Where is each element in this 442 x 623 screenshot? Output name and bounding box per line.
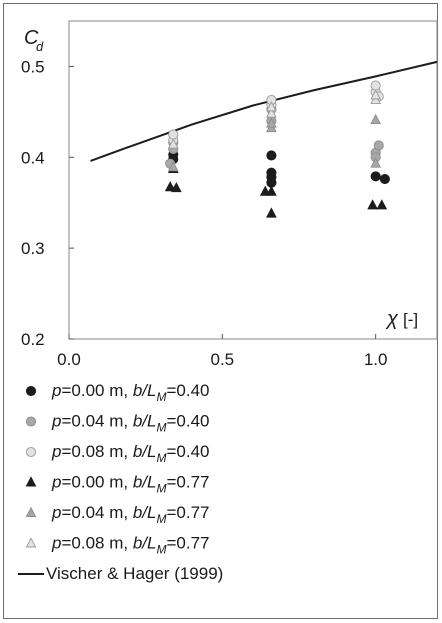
y-axis-subscript: d xyxy=(36,39,44,54)
legend-item: p=0.04 m, b/LM=0.40 xyxy=(25,412,209,435)
legend-label: p=0.04 m, b/LM=0.40 xyxy=(51,412,209,435)
x-tick-label: 0.0 xyxy=(57,350,81,369)
data-point-series-4 xyxy=(164,181,176,192)
x-axis-label: χ [-] xyxy=(385,308,418,330)
legend-marker xyxy=(25,416,37,427)
y-tick-label: 0.5 xyxy=(21,57,45,76)
data-point-series-1 xyxy=(266,150,277,161)
chart: C d χ [-] 0.2 0.3 0.4 0.5 0.0 0.5 1.0 p=0.00 … xyxy=(18,20,438,583)
x-tick-label: 0.5 xyxy=(211,350,235,369)
legend-line-label: Vischer & Hager (1999) xyxy=(46,564,223,583)
y-ticks: 0.2 0.3 0.4 0.5 xyxy=(21,57,74,349)
legend-marker xyxy=(25,446,37,458)
data-point-series-6 xyxy=(167,138,179,149)
y-axis-symbol: C xyxy=(24,27,39,49)
legend-marker xyxy=(25,506,37,517)
x-ticks: 0.0 0.5 1.0 xyxy=(57,334,387,369)
legend-item: p=0.00 m, b/LM=0.40 xyxy=(25,381,209,404)
legend-label: p=0.08 m, b/LM=0.40 xyxy=(51,442,209,465)
legend-item: p=0.08 m, b/LM=0.40 xyxy=(25,442,209,465)
legend-marker xyxy=(25,537,37,548)
plot-area xyxy=(68,20,438,340)
legend-label: p=0.04 m, b/LM=0.77 xyxy=(51,503,209,526)
data-point-series-1 xyxy=(370,171,381,182)
data-point-series-5 xyxy=(266,117,277,128)
vischer-hager-line xyxy=(90,60,438,162)
x-axis-symbol: χ xyxy=(385,308,399,330)
plot-frame xyxy=(68,20,438,340)
legend-item: p=0.00 m, b/LM=0.77 xyxy=(25,473,209,496)
points-layer xyxy=(164,80,390,218)
data-point-series-6 xyxy=(266,101,277,112)
data-point-series-5 xyxy=(167,161,179,172)
legend-item-line: Vischer & Hager (1999) xyxy=(18,564,223,583)
data-point-series-2 xyxy=(373,140,384,151)
legend-marker xyxy=(25,385,37,397)
data-point-series-4 xyxy=(376,199,388,210)
data-point-series-4 xyxy=(170,181,182,193)
data-point-series-3 xyxy=(370,80,381,91)
legend-label: p=0.08 m, b/LM=0.77 xyxy=(51,534,209,557)
legend: p=0.00 m, b/LM=0.40 p=0.04 m, b/LM=0.40 p=… xyxy=(18,381,223,583)
data-point-series-1 xyxy=(379,174,390,185)
legend-marker xyxy=(25,476,37,487)
legend-item: p=0.04 m, b/LM=0.77 xyxy=(25,503,209,526)
y-axis-label: C d xyxy=(24,27,44,54)
legend-label: p=0.00 m, b/LM=0.40 xyxy=(51,381,209,404)
y-tick-label: 0.4 xyxy=(21,148,45,167)
data-point-series-4 xyxy=(367,199,378,210)
data-point-series-6 xyxy=(266,107,277,118)
data-point-series-3 xyxy=(168,129,179,140)
legend-item: p=0.08 m, b/LM=0.77 xyxy=(25,534,209,557)
y-tick-label: 0.3 xyxy=(21,239,45,258)
data-point-series-6 xyxy=(370,89,382,100)
data-point-series-4 xyxy=(266,185,277,196)
x-tick-label: 1.0 xyxy=(364,350,388,369)
data-point-series-4 xyxy=(266,207,277,218)
figure-frame: C d χ [-] 0.2 0.3 0.4 0.5 0.0 0.5 1.0 p=0.00 … xyxy=(3,3,438,619)
line-layer xyxy=(90,60,438,162)
x-axis-unit: [-] xyxy=(403,310,418,329)
y-tick-label: 0.2 xyxy=(21,330,45,349)
legend-label: p=0.00 m, b/LM=0.77 xyxy=(51,473,209,496)
data-point-series-5 xyxy=(370,157,382,168)
data-point-series-5 xyxy=(370,113,382,124)
